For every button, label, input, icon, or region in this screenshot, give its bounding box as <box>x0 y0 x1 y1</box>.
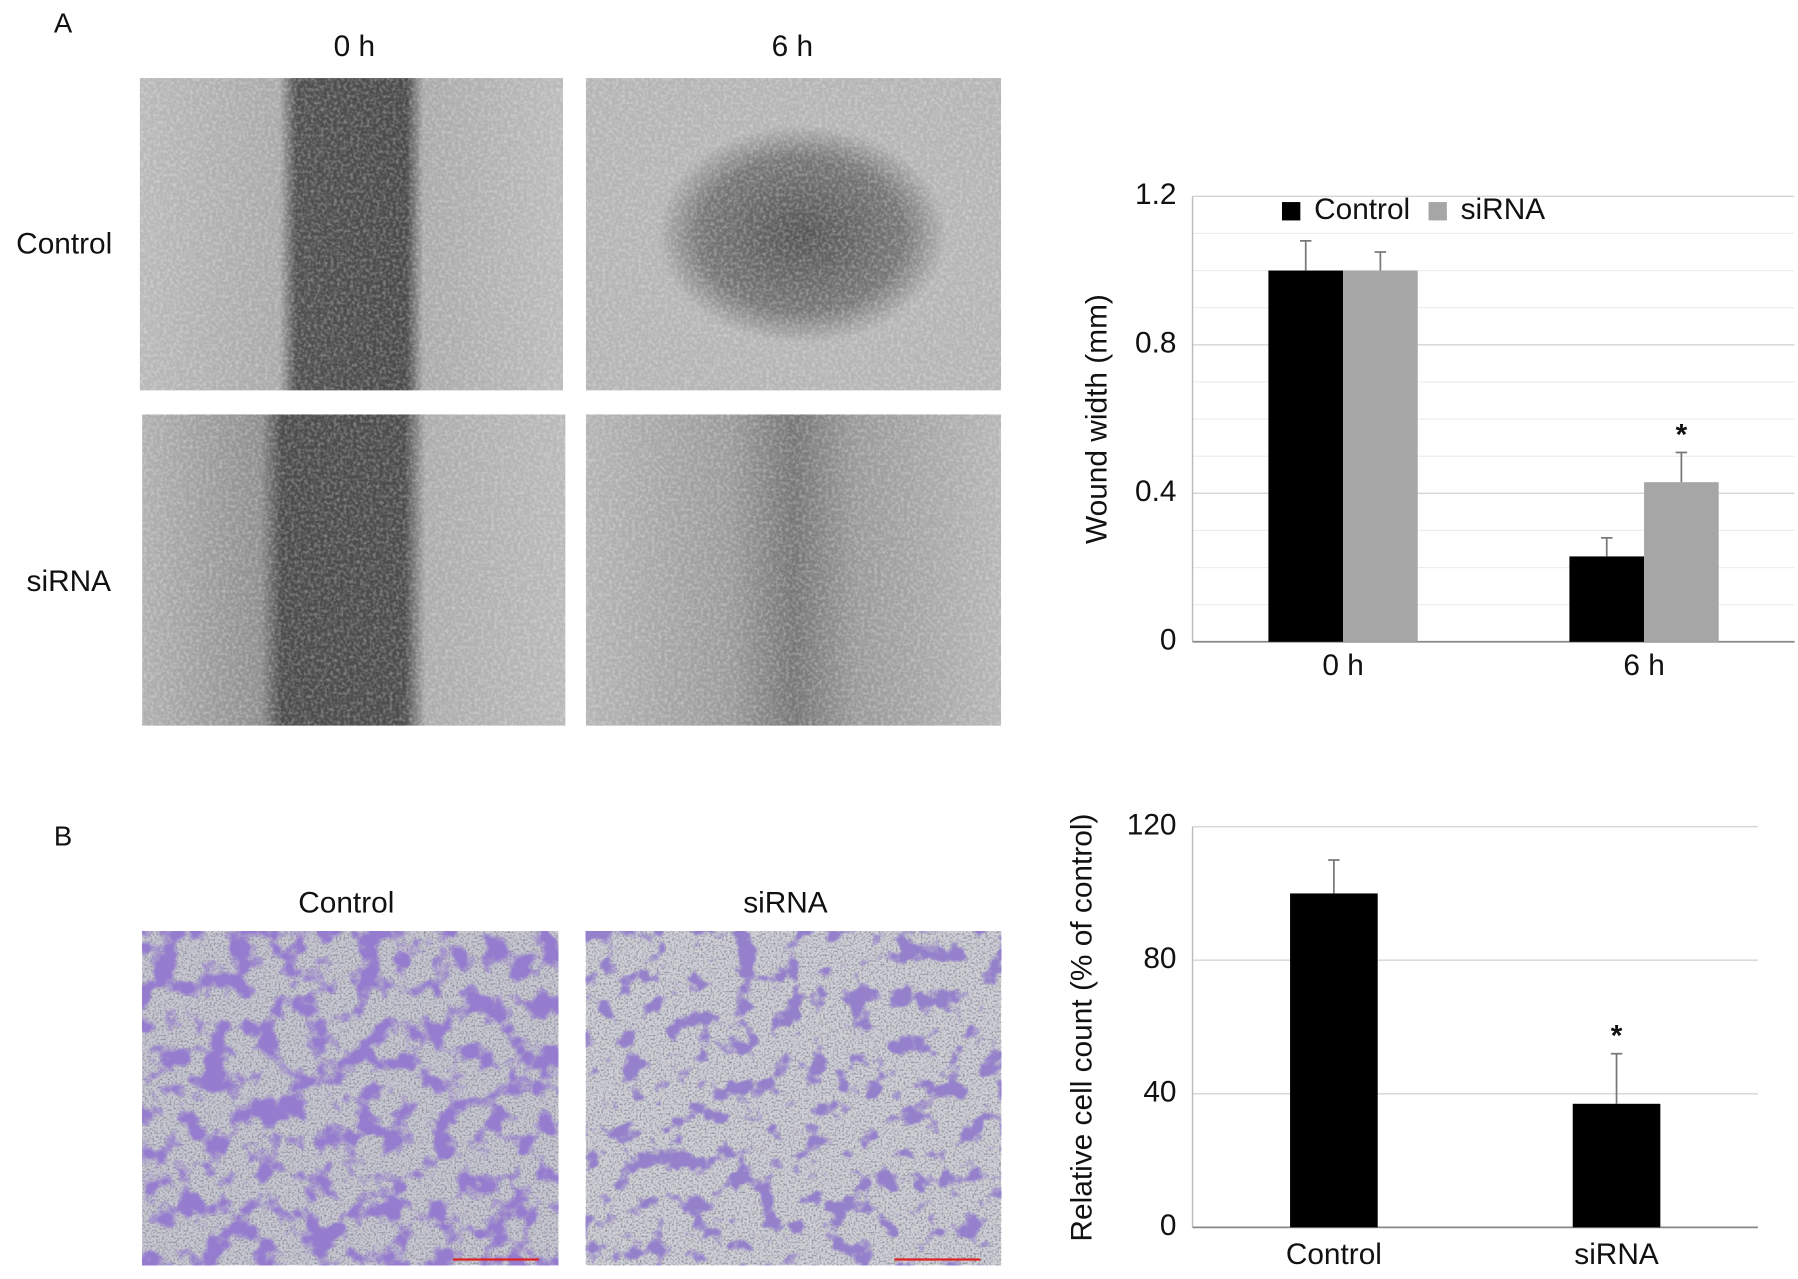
legend-label: Control <box>1314 193 1410 226</box>
y-tick-label: 1.2 <box>1135 178 1176 211</box>
row-label: Control <box>16 228 112 261</box>
bar <box>1343 270 1418 642</box>
micrograph <box>139 78 564 391</box>
x-tick-label: 6 h <box>1623 649 1664 682</box>
panel-label: A <box>54 8 73 39</box>
micrograph <box>585 931 1002 1266</box>
x-tick-label: siRNA <box>1574 1238 1659 1271</box>
y-tick-label: 0.8 <box>1135 327 1176 360</box>
x-tick-label: 0 h <box>1322 649 1363 682</box>
micrograph <box>142 931 559 1266</box>
significance-mark: * <box>1676 418 1688 451</box>
y-axis-label: Relative cell count (% of control) <box>1066 814 1099 1242</box>
column-label: 6 h <box>772 30 813 63</box>
significance-mark: * <box>1611 1019 1623 1052</box>
micrograph <box>585 414 1002 726</box>
micrograph <box>142 414 566 726</box>
panel-label: B <box>54 820 72 851</box>
y-tick-label: 40 <box>1143 1076 1176 1109</box>
bar <box>1290 893 1378 1228</box>
y-tick-label: 0 <box>1160 1209 1177 1242</box>
y-axis-label: Wound width (mm) <box>1080 294 1113 544</box>
column-label: 0 h <box>334 30 375 63</box>
column-label: siRNA <box>743 887 828 920</box>
legend-swatch <box>1281 202 1301 221</box>
y-tick-label: 0.4 <box>1135 475 1176 508</box>
row-label: siRNA <box>27 565 112 598</box>
micrograph <box>585 78 1002 391</box>
y-tick-label: 120 <box>1127 809 1177 842</box>
bar <box>1572 1103 1661 1228</box>
column-label: Control <box>298 887 394 920</box>
legend-label: siRNA <box>1461 193 1546 226</box>
y-tick-label: 0 <box>1160 624 1177 657</box>
y-tick-label: 80 <box>1143 942 1176 975</box>
bar <box>1644 482 1719 642</box>
bar <box>1569 556 1645 642</box>
x-tick-label: Control <box>1286 1238 1382 1271</box>
bar <box>1268 270 1344 642</box>
legend-swatch <box>1428 202 1447 221</box>
